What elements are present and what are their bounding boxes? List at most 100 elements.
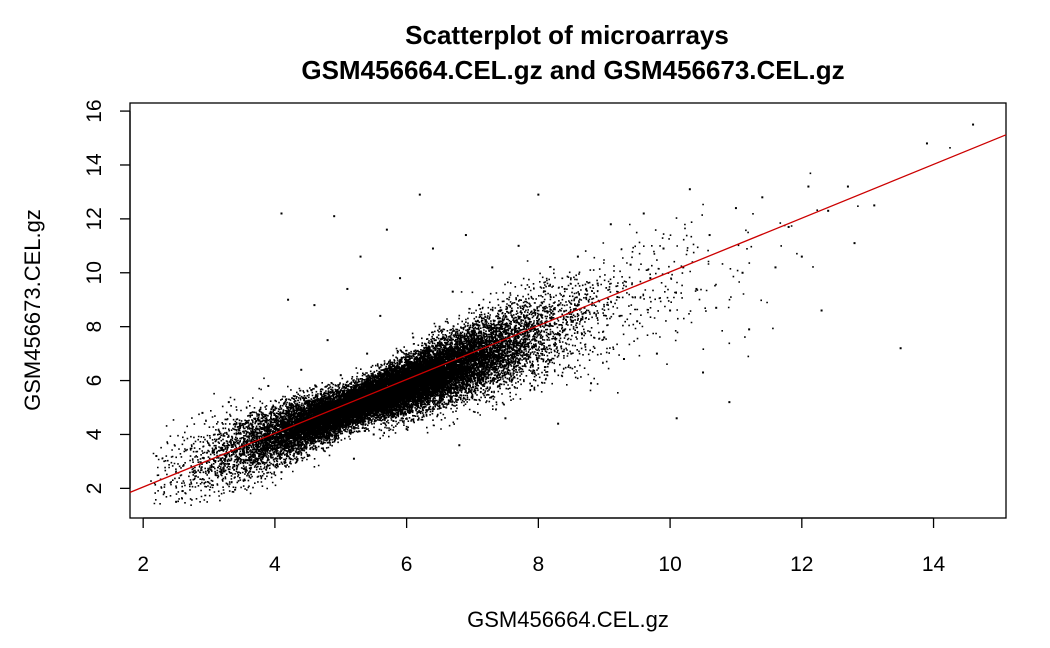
data-points [155,123,975,503]
data-point [372,433,375,436]
data-point [181,490,184,493]
data-point [412,382,415,385]
data-point [622,358,625,361]
data-point [557,422,560,425]
data-point [320,393,323,396]
data-point [761,196,764,199]
data-point [175,500,178,503]
data-point [418,368,421,371]
data-point [287,298,290,301]
data-point [669,309,672,312]
x-tick-label: 2 [137,553,149,576]
data-point [385,228,388,231]
data-point [438,376,441,379]
data-point [300,419,303,422]
data-point [517,244,520,247]
data-point [366,406,369,409]
data-point [451,368,454,371]
point-cloud [150,147,951,506]
data-point [372,398,375,401]
y-tick-label: 6 [83,375,106,387]
data-point [366,352,369,355]
data-point [728,401,731,404]
data-point [629,263,632,266]
fit-line [129,134,1007,494]
data-point [853,242,856,245]
data-point [649,277,652,280]
data-point [458,444,461,447]
x-tick-label: 4 [269,553,281,576]
y-tick-label: 10 [83,261,106,284]
data-point [708,234,711,237]
data-point [313,304,316,307]
y-tick-label: 4 [83,428,106,440]
data-point [537,193,540,196]
data-point [313,422,316,425]
chart-subtitle: GSM456664.CEL.gz and GSM456673.CEL.gz [301,55,844,85]
data-point [214,473,217,476]
data-point [379,384,382,387]
data-point [972,123,975,126]
data-point [392,379,395,382]
data-point [405,428,408,431]
data-point [820,309,823,312]
point-cloud-marks [150,147,951,506]
data-point [543,366,546,369]
data-point [807,185,810,188]
data-point [254,460,257,463]
data-point [306,455,309,458]
data-point [636,320,639,323]
data-point [451,290,454,293]
data-point [899,347,902,350]
y-tick-label: 14 [83,153,106,177]
data-point [385,395,388,398]
y-axis-label: GSM456673.CEL.gz [20,209,45,411]
data-point [273,428,276,431]
x-tick-label: 6 [401,553,413,576]
data-point [800,255,803,258]
data-point [484,341,487,344]
data-point [464,234,467,237]
data-point [280,212,283,215]
data-point [346,401,349,404]
data-point [405,374,408,377]
x-tick-label: 14 [922,553,946,576]
data-point [247,425,250,428]
data-point [352,457,355,460]
data-point [431,363,434,366]
data-point [287,411,290,414]
data-point [280,471,283,474]
data-point [596,282,599,285]
data-point [787,225,790,228]
data-point [300,368,303,371]
data-point [352,414,355,417]
data-point [221,446,224,449]
data-point [227,463,230,466]
data-point [491,266,494,269]
data-point [306,403,309,406]
data-point [471,395,474,398]
y-tick-label: 12 [83,207,106,230]
data-point [458,352,461,355]
data-point [748,328,751,331]
data-point [682,266,685,269]
data-point [827,209,830,212]
data-point [320,436,323,439]
data-point [464,366,467,369]
data-point [359,390,362,393]
data-point [445,406,448,409]
data-point [399,277,402,280]
x-tick-label: 8 [533,553,545,576]
data-point [550,312,553,315]
data-point [774,266,777,269]
y-tick-label: 16 [83,99,106,122]
data-point [537,322,540,325]
data-point [688,188,691,191]
data-point [517,317,520,320]
data-point [675,417,678,420]
data-point [609,223,612,226]
data-point [662,247,665,250]
data-point [642,212,645,215]
data-point [491,379,494,382]
